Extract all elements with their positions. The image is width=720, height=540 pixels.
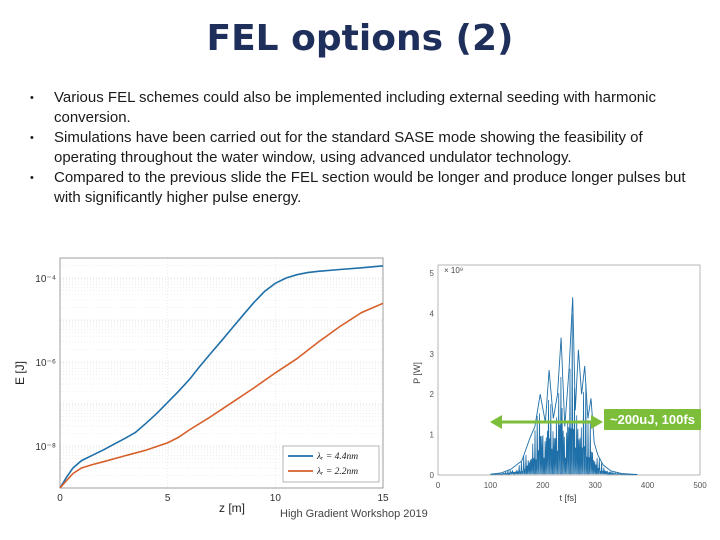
bullet-item: • Compared to the previous slide the FEL … [28,168,698,208]
power-ticks: 0 100 200 300 400 500 0 1 2 3 4 5 [430,269,708,490]
bullet-dot-icon: • [30,92,34,104]
power-x-tick-label: 400 [641,481,655,490]
power-y-tick-label: 2 [430,390,435,399]
energy-series-line-1 [59,302,384,489]
power-y-tick-label: 1 [430,431,435,440]
power-y-axis-label: P [W] [412,362,422,384]
power-y-tick-label: 3 [430,350,435,359]
energy-y-axis-label: E [J] [13,361,27,385]
power-y-multiplier: × 10⁹ [444,266,463,275]
energy-x-tick-label: 5 [165,493,171,504]
legend-entry-2nm: λᵣ = 2.2nm [316,467,358,477]
energy-y-tick-label: 10⁻⁸ [35,442,56,453]
power-y-tick-label: 0 [430,471,435,480]
arrow-right-icon [591,415,603,429]
bullet-text: Simulations have been carried out for th… [54,129,643,166]
power-plot-frame [437,264,701,476]
energy-plot-frame [59,257,384,489]
energy-chart: 0 5 10 15 10⁻⁴ 10⁻⁶ 10⁻⁸ z [m] E [J] λᵣ = 4.4n… [13,257,389,515]
power-x-tick-label: 200 [536,481,550,490]
bullet-text: Compared to the previous slide the FEL s… [54,169,686,206]
power-x-tick-label: 0 [436,481,441,490]
bullet-dot-icon: • [30,172,34,184]
energy-x-tick-label: 10 [270,493,282,504]
bullet-dot-icon: • [30,132,34,144]
power-pulse-trace [490,313,638,476]
energy-y-tick-label: 10⁻⁴ [35,274,56,285]
energy-y-tick-label: 10⁻⁶ [35,358,56,369]
energy-series-line-0 [59,265,384,489]
arrow-left-icon [490,415,502,429]
pulse-width-arrow [490,415,603,429]
energy-ticks: 0 5 10 15 10⁻⁴ 10⁻⁶ 10⁻⁸ [35,274,389,504]
energy-x-tick-label: 15 [377,493,389,504]
slide-title: FEL options (2) [206,18,514,59]
power-x-tick-label: 100 [484,481,498,490]
energy-x-axis-label: z [m] [219,501,245,515]
power-y-tick-label: 5 [430,269,435,278]
legend-entry-4nm: λᵣ = 4.4nm [316,452,358,462]
pulse-annotation-badge: ~200uJ, 100fs [604,409,701,430]
power-chart: 0 100 200 300 400 500 0 1 2 3 4 5 × 10⁹ t [fs] P [W… [412,264,708,503]
power-x-tick-label: 300 [589,481,603,490]
energy-x-tick-label: 0 [57,493,63,504]
bullet-list: • Various FEL schemes could also be imple… [28,88,698,208]
energy-series [59,265,384,489]
power-series-line [490,297,638,476]
bullet-item: • Various FEL schemes could also be imple… [28,88,698,128]
footer-text: High Gradient Workshop 2019 [280,508,428,520]
power-y-tick-label: 4 [430,309,435,318]
power-x-tick-label: 500 [693,481,707,490]
bullet-text: Various FEL schemes could also be implem… [54,89,656,126]
power-x-axis-label: t [fs] [559,493,576,503]
power-series [490,297,638,476]
bullet-item: • Simulations have been carried out for t… [28,128,698,168]
energy-legend: λᵣ = 4.4nm λᵣ = 2.2nm [282,445,380,483]
